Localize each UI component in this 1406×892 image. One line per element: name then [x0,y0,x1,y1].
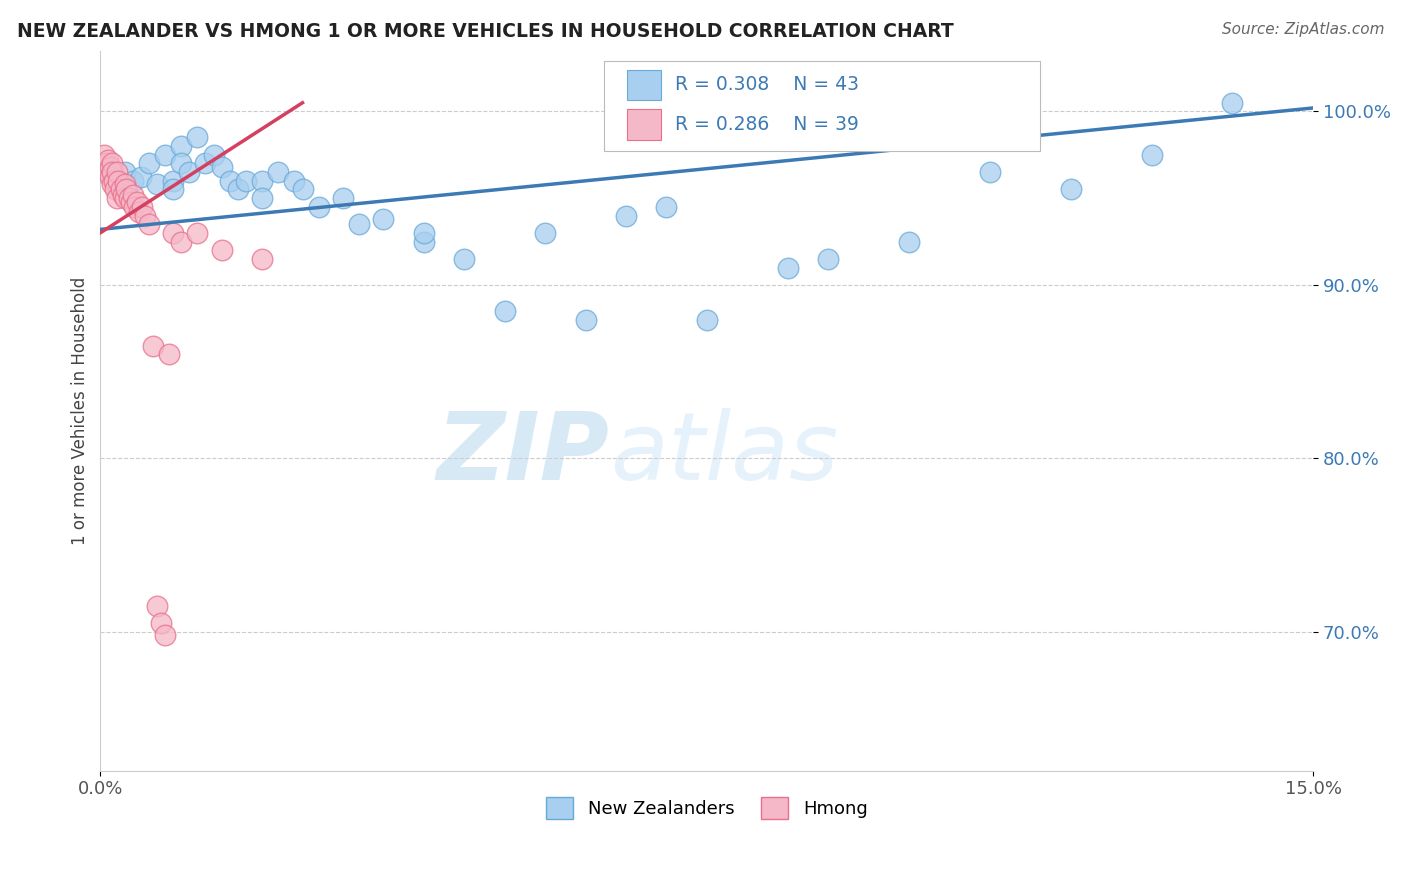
Point [98,170,121,185]
Y-axis label: 1 or more Vehicles in Household: 1 or more Vehicles in Household [72,277,89,545]
Text: R = 0.286    N = 39: R = 0.286 N = 39 [675,115,859,134]
Point [120,194,142,209]
Point [979,165,1001,179]
Point [129,170,152,185]
Point [114,191,136,205]
Point [235,174,257,188]
Point [776,260,799,275]
Point [142,338,165,352]
Point [250,191,273,205]
Point [114,178,136,192]
Point [104,182,127,196]
Point [250,174,273,188]
Point [211,243,233,257]
Point [655,200,678,214]
FancyBboxPatch shape [603,62,1040,152]
Text: atlas: atlas [610,409,838,500]
Point [211,160,233,174]
Point [153,628,176,642]
Point [453,252,475,266]
Point [170,156,193,170]
Point [291,182,314,196]
Point [93,160,115,174]
Point [194,156,217,170]
Point [118,191,141,205]
Point [115,182,138,196]
Point [170,139,193,153]
Point [373,211,395,226]
Point [98,160,121,174]
Point [157,347,180,361]
Point [97,165,120,179]
Point [696,312,718,326]
Point [218,174,240,188]
Point [226,182,249,196]
Point [283,174,305,188]
Point [574,312,596,326]
Point [150,616,173,631]
Point [101,165,124,179]
Point [105,165,128,179]
Point [332,191,354,205]
FancyBboxPatch shape [627,110,661,140]
Point [308,200,330,214]
Point [162,174,184,188]
Point [105,191,128,205]
Point [138,217,160,231]
Point [267,165,290,179]
Point [202,148,225,162]
Point [110,182,132,196]
Point [146,599,169,613]
Point [179,165,201,179]
Point [121,174,143,188]
Text: Source: ZipAtlas.com: Source: ZipAtlas.com [1222,22,1385,37]
Point [124,200,146,214]
Point [186,130,208,145]
Point [111,187,134,202]
Point [347,217,370,231]
Point [162,182,184,196]
FancyBboxPatch shape [627,70,661,100]
Point [97,153,120,167]
Point [121,187,143,202]
Point [107,174,129,188]
Point [153,148,176,162]
Point [114,165,136,179]
Point [250,252,273,266]
Point [103,174,125,188]
Text: R = 0.308    N = 43: R = 0.308 N = 43 [675,75,859,95]
Point [1060,182,1083,196]
Point [162,226,184,240]
Point [412,235,434,249]
Point [1140,148,1163,162]
Point [186,226,208,240]
Legend: New Zealanders, Hmong: New Zealanders, Hmong [538,790,875,827]
Point [1222,95,1244,110]
Point [138,156,160,170]
Point [494,304,516,318]
Point [146,178,169,192]
Point [134,209,156,223]
Point [93,148,115,162]
Point [131,200,153,214]
Point [101,178,124,192]
Point [412,226,434,240]
Point [534,226,557,240]
Point [96,156,118,170]
Point [897,235,920,249]
Point [100,156,122,170]
Point [125,194,148,209]
Point [614,209,637,223]
Point [817,252,839,266]
Point [128,205,150,219]
Point [170,235,193,249]
Text: ZIP: ZIP [437,408,610,500]
Text: NEW ZEALANDER VS HMONG 1 OR MORE VEHICLES IN HOUSEHOLD CORRELATION CHART: NEW ZEALANDER VS HMONG 1 OR MORE VEHICLE… [17,22,953,41]
